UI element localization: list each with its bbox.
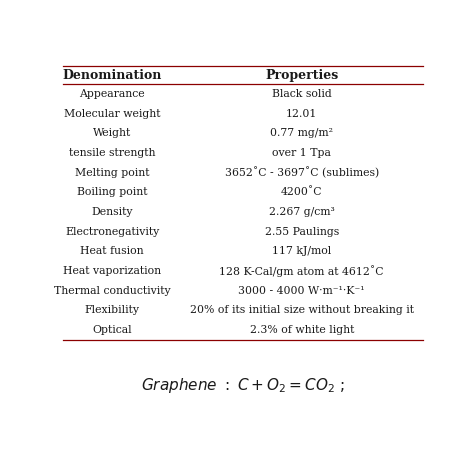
Text: Molecular weight: Molecular weight xyxy=(64,109,160,118)
Text: Appearance: Appearance xyxy=(79,89,145,99)
Text: 0.77 mg/m²: 0.77 mg/m² xyxy=(270,128,333,138)
Text: 20% of its initial size without breaking it: 20% of its initial size without breaking… xyxy=(190,305,414,315)
Text: 2.3% of white light: 2.3% of white light xyxy=(249,325,354,335)
Text: Melting point: Melting point xyxy=(75,168,149,178)
Text: 128 K-Cal/gm atom at 4612˚C: 128 K-Cal/gm atom at 4612˚C xyxy=(219,265,384,277)
Text: over 1 Tpa: over 1 Tpa xyxy=(272,148,331,158)
Text: $\mathit{Graphene}\ \mathit{:}\ \mathit{C} + \mathit{O}_2 = \mathit{CO}_2\ \math: $\mathit{Graphene}\ \mathit{:}\ \mathit{… xyxy=(141,376,345,395)
Text: Thermal conductivity: Thermal conductivity xyxy=(54,286,171,296)
Text: Weight: Weight xyxy=(93,128,131,138)
Text: Boiling point: Boiling point xyxy=(77,187,147,197)
Text: Heat vaporization: Heat vaporization xyxy=(63,266,161,276)
Text: Flexibility: Flexibility xyxy=(85,305,140,315)
Text: Black solid: Black solid xyxy=(272,89,332,99)
Text: 2.55 Paulings: 2.55 Paulings xyxy=(264,227,339,237)
Text: Electronegativity: Electronegativity xyxy=(65,227,159,237)
Text: Optical: Optical xyxy=(92,325,132,335)
Text: Denomination: Denomination xyxy=(63,69,162,82)
Text: 3000 - 4000 W·m⁻¹·K⁻¹: 3000 - 4000 W·m⁻¹·K⁻¹ xyxy=(238,286,365,296)
Text: 4200˚C: 4200˚C xyxy=(281,187,322,197)
Text: 2.267 g/cm³: 2.267 g/cm³ xyxy=(269,207,335,217)
Text: Density: Density xyxy=(91,207,133,217)
Text: tensile strength: tensile strength xyxy=(69,148,155,158)
Text: Heat fusion: Heat fusion xyxy=(80,246,144,256)
Text: 3652˚C - 3697˚C (sublimes): 3652˚C - 3697˚C (sublimes) xyxy=(225,167,379,179)
Text: 12.01: 12.01 xyxy=(286,109,318,118)
Text: 117 kJ/mol: 117 kJ/mol xyxy=(272,246,331,256)
Text: Properties: Properties xyxy=(265,69,338,82)
